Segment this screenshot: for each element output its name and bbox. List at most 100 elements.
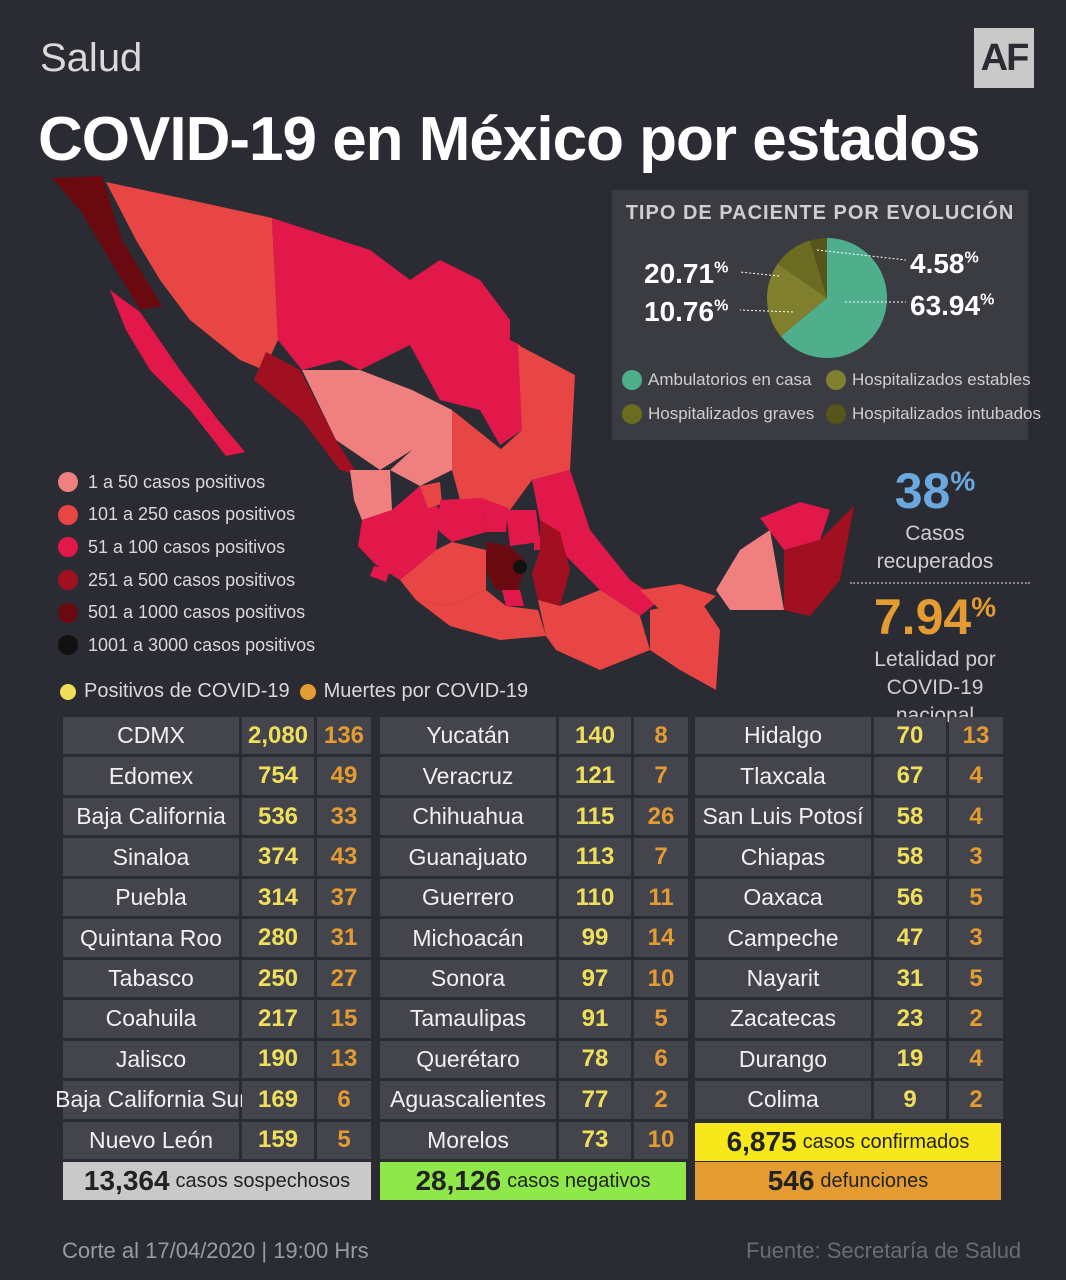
state-deaths: 31 <box>317 919 371 957</box>
legend-item: 501 a 1000 casos positivos <box>58 596 315 629</box>
table-row: Baja California Sur 169 6 <box>55 1081 374 1119</box>
suspected-total: 13,364 casos sospechosos <box>63 1162 371 1200</box>
state-deaths: 8 <box>634 717 688 755</box>
state-deaths: 10 <box>634 959 688 998</box>
table-row: Chiapas 58 3 <box>695 838 1006 876</box>
pie-leader-line <box>816 249 907 261</box>
table-row: Michoacán 99 14 <box>380 919 691 957</box>
state-cases: 58 <box>874 838 946 876</box>
state-name: Puebla <box>63 878 239 917</box>
state-cases: 23 <box>874 1000 946 1038</box>
state-name: Coahuila <box>63 1000 239 1038</box>
table-row: Jalisco 190 13 <box>63 1040 374 1079</box>
pie-legend-swatch <box>826 404 846 424</box>
pie-slice-intubated <box>809 238 827 298</box>
brand-logo: AF <box>974 28 1034 88</box>
source-note: Fuente: Secretaría de Salud <box>746 1238 1022 1263</box>
state-name: Oaxaca <box>695 878 871 917</box>
state-cases: 115 <box>559 797 631 836</box>
map-region-yucatan <box>760 502 830 550</box>
map-region-tabasco <box>640 584 716 610</box>
recovered-caption-1: Casos <box>905 522 965 545</box>
lethality-value: 7.94% <box>873 589 997 645</box>
table-row: Puebla 314 37 <box>63 878 374 917</box>
state-cases: 280 <box>242 919 314 957</box>
legend-item: 1 a 50 casos positivos <box>58 466 315 499</box>
pie-label-home: 63.94% <box>910 290 995 321</box>
state-deaths: 27 <box>317 959 371 998</box>
pie-leader-line <box>739 309 794 313</box>
pie-legend-item: Ambulatorios en casa <box>622 370 811 390</box>
legend-item: 101 a 250 casos positivos <box>58 499 315 532</box>
map-region-tamaulipas <box>500 345 575 480</box>
state-deaths: 15 <box>317 1000 371 1038</box>
table-row: Zacatecas 23 2 <box>695 1000 1006 1038</box>
map-region-queretaro <box>482 498 508 532</box>
map-region-chihuahua <box>272 218 410 370</box>
map-legend: 1 a 50 casos positivos 101 a 250 casos p… <box>58 466 315 662</box>
state-deaths: 10 <box>634 1121 688 1160</box>
state-deaths: 5 <box>634 1000 688 1038</box>
state-cases: 97 <box>559 959 631 998</box>
map-region-colima <box>370 566 390 582</box>
state-cases: 77 <box>559 1081 631 1119</box>
mexico-map <box>52 176 854 690</box>
state-name: Edomex <box>63 757 239 795</box>
legend-swatch <box>58 570 78 591</box>
map-region-aguascalientes <box>420 482 442 508</box>
state-name: Jalisco <box>63 1040 239 1079</box>
map-region-zacatecas <box>390 390 452 486</box>
legend-swatch <box>58 504 78 525</box>
state-deaths: 2 <box>949 1000 1003 1038</box>
state-name: Tabasco <box>63 959 239 998</box>
state-cases: 70 <box>874 717 946 755</box>
state-name: Tlaxcala <box>695 757 871 795</box>
pie-legend-swatch <box>622 370 642 390</box>
map-region-puebla <box>532 520 570 606</box>
pie-legend-item: Hospitalizados graves <box>622 404 814 424</box>
deaths-key-label: Muertes por COVID-19 <box>323 680 529 702</box>
state-deaths: 2 <box>949 1081 1003 1119</box>
map-region-sinaloa <box>254 352 358 475</box>
state-cases: 67 <box>874 757 946 795</box>
state-name: Querétaro <box>380 1040 556 1079</box>
patient-pie-chart <box>739 238 907 358</box>
legend-item: 51 a 100 casos positivos <box>58 531 315 564</box>
legend-item: 251 a 500 casos positivos <box>58 564 315 597</box>
state-deaths: 5 <box>317 1121 371 1160</box>
table-row: Baja California 536 33 <box>63 797 374 836</box>
state-deaths: 43 <box>317 838 371 876</box>
deaths-dot <box>299 683 316 700</box>
map-region-michoacan <box>400 542 486 606</box>
state-name: Hidalgo <box>695 717 871 755</box>
state-deaths: 2 <box>634 1081 688 1119</box>
map-region-baja-california-sur <box>110 290 245 456</box>
table-row: San Luis Potosí 58 4 <box>695 797 1006 836</box>
state-cases: 536 <box>242 797 314 836</box>
map-region-hidalgo <box>506 510 540 546</box>
map-region-morelos <box>502 590 524 606</box>
state-name: Guanajuato <box>380 838 556 876</box>
table-row: Guerrero 110 11 <box>380 878 691 917</box>
table-row: Sinaloa 374 43 <box>63 838 374 876</box>
pie-label-stable: 20.71% <box>644 258 729 289</box>
state-cases: 99 <box>559 919 631 957</box>
pie-legend-label: Hospitalizados intubados <box>852 404 1042 423</box>
map-region-oaxaca <box>538 590 650 670</box>
state-deaths: 13 <box>317 1040 371 1079</box>
table-row: Chihuahua 115 26 <box>380 797 691 836</box>
pie-legend-label: Hospitalizados graves <box>648 404 815 423</box>
state-cases: 47 <box>874 919 946 957</box>
state-name: Chiapas <box>695 838 871 876</box>
map-region-guanajuato <box>438 498 486 542</box>
pie-slice-home <box>780 238 887 358</box>
state-name: Tamaulipas <box>380 1000 556 1038</box>
states-table-col-3: Hidalgo 70 13 Tlaxcala 67 4 San Luis Potosí 58 4… <box>695 717 1006 1122</box>
state-name: San Luis Potosí <box>695 797 871 836</box>
table-row: Oaxaca 56 5 <box>695 878 1006 917</box>
states-table-col-2: Yucatán 140 8 Veracruz 121 7 Chihuahua 115 26 Gua… <box>380 717 691 1162</box>
state-deaths: 6 <box>317 1081 371 1119</box>
state-deaths: 13 <box>949 717 1003 755</box>
legend-swatch <box>58 537 78 558</box>
legend-swatch <box>58 602 78 623</box>
